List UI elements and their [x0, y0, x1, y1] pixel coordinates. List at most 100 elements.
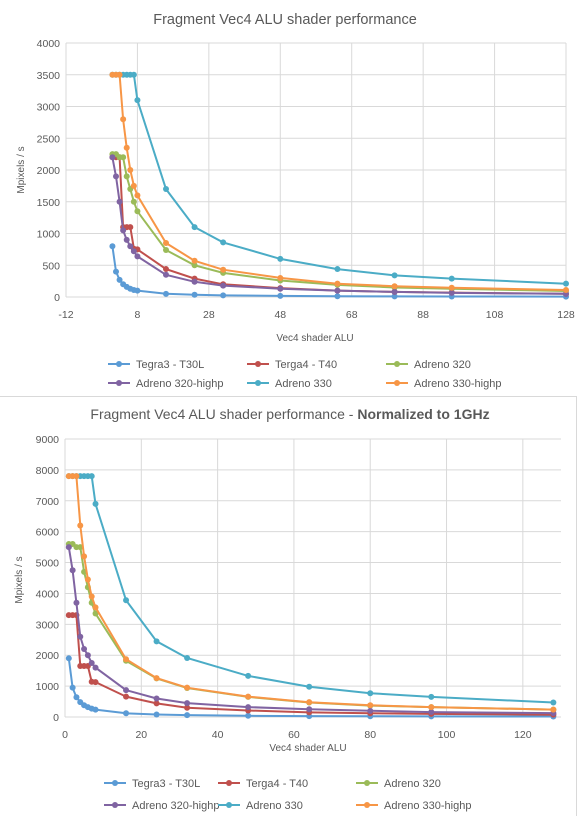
- data-point: [92, 500, 99, 507]
- data-point: [277, 292, 284, 299]
- data-point: [191, 291, 198, 298]
- y-tick-label: 6000: [36, 527, 60, 539]
- legend-label: Adreno 330-highp: [414, 378, 501, 390]
- series-adreno-330: [109, 71, 569, 287]
- data-point: [245, 704, 252, 711]
- legend-label: Adreno 320: [384, 778, 441, 790]
- data-point: [127, 243, 134, 250]
- legend-label: Adreno 330: [246, 800, 303, 812]
- chart-raw-performance: Fragment Vec4 ALU shader performance Mpi…: [16, 12, 575, 390]
- legend-marker: [116, 380, 122, 386]
- legend-marker: [364, 802, 370, 808]
- series-adreno-330-highp: [109, 71, 569, 294]
- data-point: [220, 239, 227, 246]
- data-point: [69, 684, 76, 691]
- data-point: [163, 271, 169, 278]
- legend-entry: Adreno 330-highp: [356, 800, 471, 812]
- legend-entry: Adreno 320-highp: [104, 800, 219, 812]
- data-point: [123, 710, 130, 717]
- series-line: [68, 614, 554, 716]
- legend-label: Tegra3 - T30L: [136, 359, 204, 371]
- data-point: [153, 711, 160, 718]
- data-point: [245, 693, 252, 700]
- series-line: [67, 546, 554, 715]
- series-group: [65, 473, 557, 720]
- data-point: [550, 706, 557, 713]
- data-point: [367, 690, 374, 697]
- chart-panel-normalized: Fragment Vec4 ALU shader performance - N…: [0, 396, 577, 816]
- legend: Tegra3 - T30L Terga4 - T40 Adreno 320 Adren…: [104, 778, 471, 812]
- data-point: [73, 694, 80, 701]
- data-point: [367, 707, 374, 714]
- x-tick-label: 100: [438, 729, 456, 741]
- data-point: [116, 198, 123, 205]
- series-adreno-330-highp: [65, 473, 557, 713]
- chart-title-main: Fragment Vec4 ALU shader performance: [153, 12, 417, 28]
- y-tick-label: 0: [54, 292, 60, 304]
- data-point: [92, 610, 99, 617]
- data-point: [191, 224, 198, 231]
- y-tick-label: 500: [42, 260, 60, 272]
- series-line: [68, 475, 554, 711]
- data-point: [134, 192, 141, 199]
- data-point: [153, 695, 160, 702]
- data-point: [306, 699, 313, 706]
- y-tick-label: 2500: [37, 133, 61, 145]
- y-tick-label: 8000: [36, 465, 60, 477]
- data-point: [123, 597, 130, 604]
- x-tick-label: 48: [274, 309, 286, 321]
- data-point: [130, 71, 137, 78]
- tick-labels: 0 1000 2000 3000 4000 5000 6000 7000 8000 9000 0 20…: [36, 434, 532, 741]
- data-point: [334, 280, 341, 287]
- data-point: [130, 248, 137, 255]
- x-tick-label: -12: [58, 309, 73, 321]
- data-point: [130, 182, 137, 189]
- tick-labels: 0 500 1000 1500 2000 2500 3000 3500 4000 -12 8 28 48…: [37, 38, 575, 321]
- data-point: [81, 553, 88, 560]
- y-tick-label: 7000: [36, 496, 60, 508]
- data-point: [130, 198, 137, 205]
- data-point: [123, 173, 130, 180]
- legend-label: Terga4 - T40: [275, 359, 337, 371]
- data-point: [306, 683, 313, 690]
- data-point: [84, 576, 91, 583]
- data-point: [81, 646, 88, 653]
- data-point: [334, 287, 341, 294]
- data-point: [220, 292, 227, 299]
- data-point: [245, 672, 252, 679]
- y-tick-label: 1000: [37, 229, 61, 241]
- data-point: [191, 257, 198, 264]
- legend-marker: [394, 361, 400, 367]
- data-point: [153, 675, 160, 682]
- gridlines: [64, 438, 561, 718]
- series-adreno-320-highp: [109, 154, 569, 297]
- series-group: [109, 71, 569, 300]
- y-tick-label: 1000: [36, 681, 60, 693]
- y-axis-label: Mpixels / s: [16, 146, 27, 193]
- data-point: [448, 284, 455, 291]
- legend-entry: Adreno 320: [386, 359, 471, 371]
- legend-label: Adreno 330-highp: [384, 800, 471, 812]
- chart-panel-raw: Fragment Vec4 ALU shader performance Mpi…: [0, 0, 580, 392]
- legend-marker: [116, 361, 122, 367]
- x-tick-label: 0: [62, 729, 68, 741]
- data-point: [120, 154, 127, 161]
- legend-marker: [255, 361, 261, 367]
- x-tick-label: 60: [288, 729, 300, 741]
- series-line: [67, 658, 554, 718]
- legend-entry: Adreno 330: [247, 378, 332, 390]
- data-point: [92, 679, 99, 686]
- data-point: [163, 240, 169, 247]
- legend-label: Terga4 - T40: [246, 778, 308, 790]
- x-tick-label: 80: [364, 729, 376, 741]
- data-point: [163, 266, 169, 273]
- chart-title: Fragment Vec4 ALU shader performance - N…: [90, 406, 489, 422]
- legend-entry: Adreno 330-highp: [386, 378, 501, 390]
- data-point: [88, 473, 95, 480]
- chart-normalized-performance: Fragment Vec4 ALU shader performance - N…: [14, 406, 561, 812]
- data-point: [563, 287, 569, 294]
- data-point: [134, 97, 141, 104]
- data-point: [65, 655, 72, 662]
- data-point: [563, 280, 569, 287]
- data-point: [428, 709, 435, 716]
